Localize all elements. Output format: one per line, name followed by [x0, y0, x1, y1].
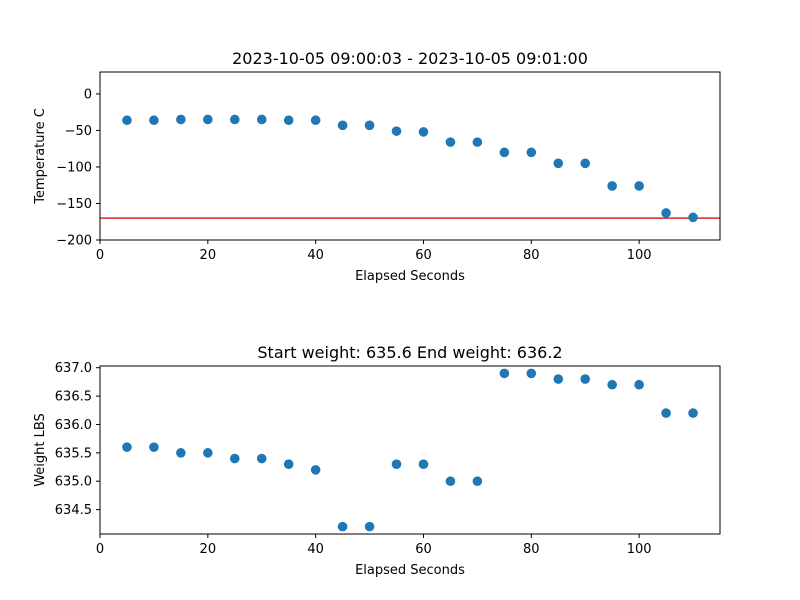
- weight-data-point: [283, 459, 294, 469]
- weight-x-axis-label: Elapsed Seconds: [355, 563, 465, 578]
- temperature-data-point: [229, 114, 240, 125]
- temperature-x-ticks: 0 20 40 60 80 100: [96, 240, 652, 263]
- weight-data-point: [526, 368, 537, 379]
- temperature-data-point: [580, 158, 591, 169]
- weight-chart: Start weight: 635.6 End weight: 636.2 0 2…: [33, 343, 721, 578]
- weight-y-tick-label: 637.0: [55, 361, 92, 376]
- temperature-x-tick-label: 60: [415, 248, 432, 263]
- temperature-x-axis-label: Elapsed Seconds: [355, 269, 465, 284]
- temperature-data-point: [176, 114, 186, 125]
- weight-data-point: [364, 521, 375, 532]
- temperature-x-tick-label: 20: [200, 248, 217, 263]
- weight-y-axis-label: Weight LBS: [33, 413, 48, 487]
- temperature-data-point: [526, 147, 537, 158]
- weight-data-point: [391, 459, 402, 469]
- temperature-data-point: [283, 115, 294, 126]
- weight-x-tick-label: 20: [200, 542, 217, 557]
- temperature-y-tick-label: −100: [56, 160, 92, 175]
- weight-data-point: [149, 442, 159, 452]
- temperature-data-point: [472, 137, 483, 147]
- weight-data-point: [580, 374, 591, 384]
- temperature-data-point: [364, 120, 375, 131]
- weight-data-point: [634, 379, 644, 390]
- weight-data-point: [553, 374, 564, 384]
- temperature-x-tick-label: 40: [307, 248, 324, 263]
- temperature-x-tick-label: 80: [523, 248, 540, 263]
- weight-y-tick-label: 635.0: [55, 475, 92, 490]
- weight-chart-title: Start weight: 635.6 End weight: 636.2: [257, 343, 562, 362]
- temperature-data-point: [256, 114, 267, 125]
- weight-data-point: [418, 459, 429, 469]
- temperature-chart: 2023-10-05 09:00:03 - 2023-10-05 09:01:0…: [33, 49, 721, 284]
- temperature-data-point: [203, 114, 213, 125]
- temperature-y-tick-label: 0: [84, 87, 92, 102]
- weight-x-tick-label: 100: [627, 542, 652, 557]
- temperature-data-point: [553, 158, 564, 169]
- weight-y-ticks: 634.5 635.0 635.5 636.0 636.5 637.0: [55, 361, 100, 518]
- weight-y-tick-label: 634.5: [55, 503, 92, 518]
- temperature-data-point: [499, 147, 510, 158]
- temperature-data-point: [337, 120, 348, 131]
- weight-data-point: [310, 465, 321, 475]
- temperature-y-tick-label: −150: [56, 197, 92, 212]
- temperature-chart-title: 2023-10-05 09:00:03 - 2023-10-05 09:01:0…: [232, 49, 588, 68]
- temperature-y-ticks: −200 −150 −100 −50 0: [56, 87, 100, 249]
- temperature-y-axis-label: Temperature C: [33, 108, 48, 205]
- temperature-data-point: [445, 137, 456, 147]
- weight-data-point: [688, 408, 698, 418]
- temperature-y-tick-label: −50: [65, 124, 92, 139]
- weight-x-tick-label: 60: [415, 542, 432, 557]
- weight-data-point: [229, 453, 240, 464]
- weight-x-ticks: 0 20 40 60 80 100: [96, 534, 652, 557]
- weight-y-tick-label: 636.0: [55, 418, 92, 433]
- temperature-plot-frame: [99, 71, 721, 241]
- weight-plot-frame: [99, 365, 721, 535]
- temperature-data-point: [122, 115, 132, 126]
- weight-data-point: [337, 521, 348, 532]
- weight-data-point: [445, 476, 456, 487]
- temperature-data-point: [607, 181, 617, 191]
- weight-x-tick-label: 0: [96, 542, 104, 557]
- temperature-data-point: [688, 212, 698, 223]
- temperature-x-tick-label: 0: [96, 248, 104, 263]
- weight-x-tick-label: 40: [307, 542, 324, 557]
- weight-x-tick-label: 80: [523, 542, 540, 557]
- temperature-data-point: [634, 181, 644, 191]
- temperature-y-tick-label: −200: [56, 234, 92, 249]
- weight-data-point: [472, 476, 483, 487]
- weight-data-point: [499, 368, 510, 379]
- weight-chart-marks: [122, 368, 698, 532]
- temperature-data-point: [149, 115, 159, 126]
- temperature-data-point: [310, 115, 321, 126]
- weight-data-point: [176, 448, 186, 458]
- weight-data-point: [607, 379, 617, 390]
- weight-y-tick-label: 635.5: [55, 446, 92, 461]
- temperature-x-tick-label: 100: [627, 248, 652, 263]
- weight-y-tick-label: 636.5: [55, 390, 92, 405]
- temperature-data-point: [661, 208, 671, 218]
- temperature-data-point: [418, 127, 429, 137]
- weight-data-point: [256, 453, 267, 464]
- weight-data-point: [661, 408, 671, 418]
- temperature-chart-marks: [100, 114, 720, 223]
- weight-data-point: [122, 442, 132, 452]
- temperature-data-point: [391, 126, 402, 136]
- weight-data-point: [203, 448, 213, 458]
